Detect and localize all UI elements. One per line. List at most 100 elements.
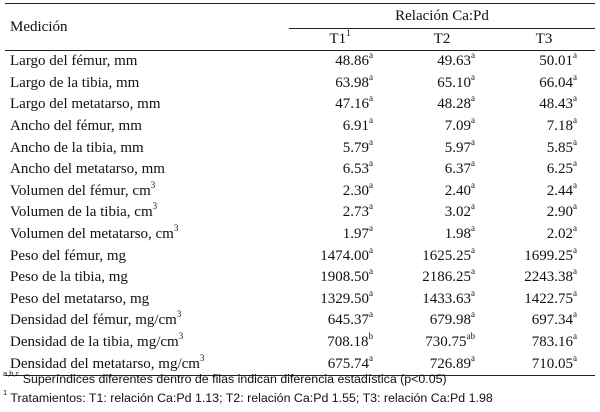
row-label: Ancho del metatarso, mm [5,159,289,181]
cell-significance-sup: a [573,93,577,104]
cell-significance-sup: a [471,244,475,255]
cell-number: 2243.38 [524,269,573,286]
cell-number: 679.98 [429,312,471,329]
cell-significance-sup: a [471,158,475,169]
cell-significance-sup: a [369,179,373,190]
cell-significance-sup: a [573,244,577,255]
cell-number: 1625.25 [422,247,471,264]
cell-significance-sup: a [369,136,373,147]
results-table: Medición Relación Ca:Pd T11 T2 T3 Largo de… [5,3,595,376]
row-label: Ancho de la tibia, mm [5,137,289,159]
cell-number: 730.75 [425,334,467,351]
cell-number: 2186.25 [422,269,471,286]
row-label: Peso de la tibia, mg [5,267,289,289]
row-label-text: Densidad del fémur, mg/cm [10,312,177,329]
cell-value: 645.37a [289,310,391,332]
row-label: Peso del metatarso, mg [5,289,289,311]
cell-significance-sup: a [369,287,373,298]
cell-number: 1.98 [444,226,471,243]
column-header-label: T3 [535,31,553,47]
column-header-label: T2 [433,31,451,47]
cell-number: 63.98 [335,74,369,91]
cell-value: 679.98a [391,310,493,332]
cell-value: 2.73a [289,202,391,224]
cell-number: 6.37 [444,161,471,178]
cell-value: 1.97a [289,224,391,246]
table-row: Densidad de la tibia, mg/cm3 708.18b 730.7… [5,332,595,354]
cell-value: 66.04a [493,71,595,95]
row-label: Densidad de la tibia, mg/cm3 [5,332,289,354]
cell-number: 48.28 [437,96,471,113]
table-row: Peso del metatarso, mg 1329.50a 1433.63a 14… [5,287,595,311]
row-label-text: Ancho del fémur, mm [10,118,142,135]
cell-significance-sup: a [573,309,577,320]
cell-number: 6.91 [342,118,369,135]
cell-value: 2.40a [391,179,493,203]
cell-value: 7.09a [391,116,493,138]
row-label-text: Largo del metatarso, mm [10,96,161,113]
cell-value: 2.02a [493,224,595,246]
cell-number: 1422.75 [524,290,573,307]
row-label-sup: 3 [178,331,184,342]
cell-significance-sup: a [471,223,475,234]
cell-value: 710.05a [493,353,595,376]
cell-significance-sup: a [471,266,475,277]
cell-value: 65.10a [391,72,493,95]
cell-significance-sup: a [573,71,577,82]
row-label-text: Densidad del metatarso, mg/cm [10,355,200,372]
cell-significance-sup: a [471,136,475,147]
cell-number: 2.90 [546,204,573,221]
cell-value: 48.86a [289,49,391,73]
table-footnotes: a,b,c Superíndices diferentes dentro de … [3,370,598,408]
row-label-text: Volumen del metatarso, cm [10,226,174,243]
footnote-significance: a,b,c Superíndices diferentes dentro de … [3,370,598,389]
column-header-sup: 1 [346,28,351,38]
cell-number: 47.16 [335,96,369,113]
row-label-sup: 3 [199,352,205,363]
cell-value: 708.18b [289,332,391,354]
cell-value: 2.90a [493,202,595,224]
row-label-sup: 3 [176,309,182,320]
cell-number: 65.10 [437,74,471,91]
row-label-sup: 3 [150,179,156,190]
cell-value: 47.16a [289,94,391,116]
results-table-container: Medición Relación Ca:Pd T11 T2 T3 Largo de… [5,3,595,376]
cell-significance-sup: a [369,71,373,82]
table-row: Peso del fémur, mg 1474.00a 1625.25a 1699.2… [5,245,595,267]
cell-significance-sup: a [369,266,373,277]
footnote-treatments-sup: 1 [3,387,8,397]
cell-significance-sup: a [369,50,373,61]
cell-value: 1699.25a [493,245,595,267]
cell-value: 675.74a [289,353,391,376]
table-row: Largo del metatarso, mm 47.16a 48.28a 48.43… [5,94,595,116]
row-label: Largo del metatarso, mm [5,94,289,116]
row-label: Peso del fémur, mg [5,245,289,267]
row-label-text: Peso del fémur, mg [10,247,127,264]
cell-value: 5.85a [493,137,595,159]
cell-number: 48.43 [539,96,573,113]
cell-number: 1329.50 [320,290,369,307]
cell-significance-sup: a [471,93,475,104]
cell-significance-sup: a [471,179,475,190]
cell-number: 5.79 [342,139,369,156]
cell-value: 697.34a [493,310,595,332]
cell-value: 3.02a [391,202,493,224]
table-row: Ancho del fémur, mm 6.91a 7.09a 7.18a [5,116,595,138]
row-label-text: Ancho del metatarso, mm [10,161,165,178]
cell-number: 2.44 [546,182,573,199]
cell-value: 48.43a [493,94,595,116]
footnote-significance-sup: a,b,c [3,368,20,378]
cell-number: 48.86 [335,53,369,70]
cell-number: 1474.00 [320,247,369,264]
table-row: Volumen del metatarso, cm3 1.97a 1.98a 2.02… [5,224,595,246]
cell-number: 6.25 [546,161,573,178]
table-row: Peso de la tibia, mg 1908.50a 2186.25a 2243… [5,267,595,289]
row-label-text: Largo de la tibia, mm [10,74,140,91]
cell-significance-sup: a [471,201,475,212]
cell-number: 2.02 [546,226,573,243]
cell-number: 1433.63 [422,290,471,307]
table-row: Volumen del fémur, cm3 2.30a 2.40a 2.44a [5,179,595,203]
row-label-text: Peso de la tibia, mg [10,269,128,286]
cell-value: 730.75ab [391,332,493,354]
cell-value: 2243.38a [493,267,595,289]
